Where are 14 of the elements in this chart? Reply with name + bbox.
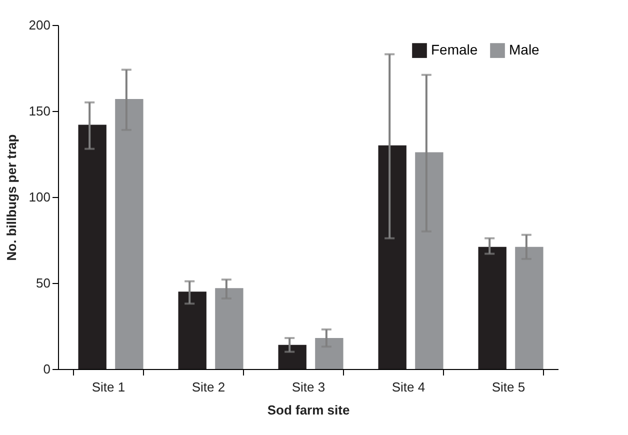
- x-axis-title: Sod farm site: [267, 402, 350, 418]
- y-tick-label: 50: [36, 276, 50, 290]
- legend-label: Male: [509, 42, 540, 58]
- y-tick-label: 200: [28, 18, 50, 32]
- x-tick-label: Site 4: [392, 380, 426, 394]
- x-tick-label: Site 1: [92, 380, 126, 394]
- y-tick-label: 100: [28, 190, 50, 204]
- y-axis-title: No. billbugs per trap: [4, 134, 19, 261]
- legend-label: Female: [431, 42, 478, 58]
- x-tick-label: Site 3: [292, 380, 326, 394]
- x-tick-label: Site 2: [192, 380, 226, 394]
- x-tick-label: Site 5: [492, 380, 526, 394]
- y-tick-label: 0: [43, 362, 50, 376]
- y-tick-label: 150: [28, 104, 50, 118]
